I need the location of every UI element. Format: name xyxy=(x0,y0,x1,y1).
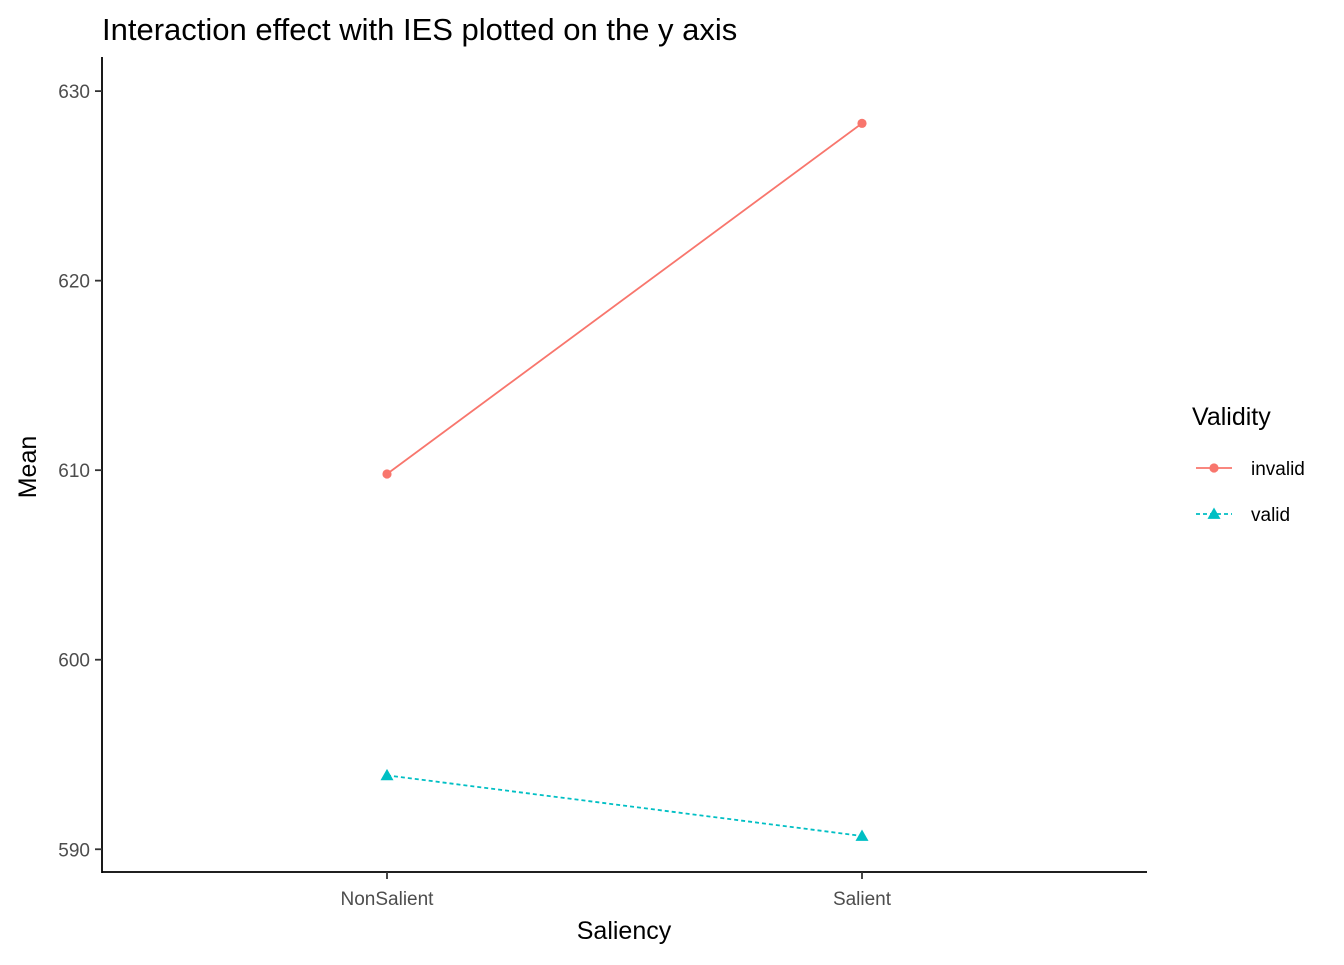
x-tick-label: NonSalient xyxy=(341,889,435,910)
y-axis-title: Mean xyxy=(14,436,42,499)
y-tick-label: 620 xyxy=(58,272,90,293)
x-ticks: NonSalient Salient xyxy=(341,872,892,910)
y-tick-label: 590 xyxy=(58,840,90,861)
data-point-valid xyxy=(855,829,869,841)
legend: Validity invalid valid xyxy=(1192,403,1305,526)
series-layer xyxy=(380,118,869,841)
legend-label: invalid xyxy=(1251,459,1305,480)
legend-label: valid xyxy=(1251,505,1290,526)
x-tick-label: Salient xyxy=(833,889,892,910)
legend-item-valid: valid xyxy=(1196,505,1290,526)
series-invalid xyxy=(382,118,867,479)
y-tick-label: 600 xyxy=(58,651,90,672)
series-line-valid xyxy=(386,774,863,837)
axes xyxy=(101,57,1147,873)
legend-title: Validity xyxy=(1192,403,1271,431)
legend-key-marker xyxy=(1207,507,1221,519)
y-tick-label: 630 xyxy=(58,82,90,103)
data-point-valid xyxy=(380,768,394,781)
data-point-invalid xyxy=(857,118,867,128)
legend-key-marker xyxy=(1209,463,1219,473)
series-line-invalid xyxy=(386,122,863,475)
y-ticks: 590 600 610 620 630 xyxy=(58,82,102,861)
legend-items: invalid valid xyxy=(1196,459,1305,526)
y-tick-label: 610 xyxy=(58,461,90,482)
legend-item-invalid: invalid xyxy=(1196,459,1305,480)
x-axis-title: Saliency xyxy=(577,917,672,945)
series-valid xyxy=(380,768,869,841)
chart-title: Interaction effect with IES plotted on t… xyxy=(102,12,737,47)
data-point-invalid xyxy=(382,469,392,479)
